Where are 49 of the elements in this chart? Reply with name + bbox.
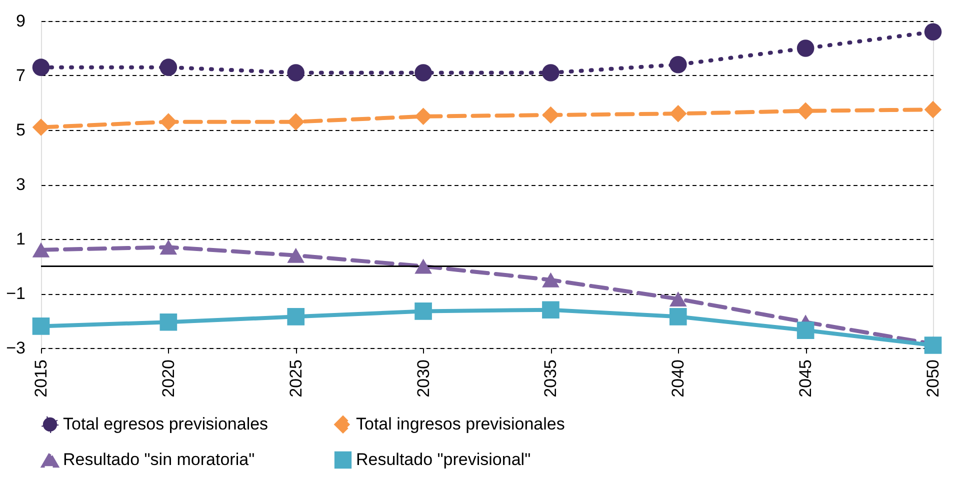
point <box>669 104 687 122</box>
point <box>287 113 305 130</box>
x-tick-label: 2040 <box>668 360 688 398</box>
point <box>32 242 50 258</box>
point <box>542 301 560 319</box>
point <box>32 118 50 136</box>
point <box>669 291 687 306</box>
point <box>669 308 687 326</box>
point <box>287 64 305 82</box>
point <box>924 100 942 118</box>
legend-label: Total egresos previsionales <box>63 414 268 434</box>
y-tick-label: −1 <box>6 284 26 303</box>
x-tick-label: 2035 <box>541 360 560 398</box>
x-tick-label: 2015 <box>32 360 50 398</box>
point <box>287 248 305 263</box>
point <box>796 40 814 57</box>
x-tick-label: 2020 <box>158 360 178 398</box>
point <box>796 322 814 339</box>
point <box>160 313 178 331</box>
point <box>287 308 305 326</box>
point <box>32 318 50 335</box>
x-tick-label: 2030 <box>414 360 433 398</box>
point <box>414 302 432 320</box>
x-tick-label: 2050 <box>924 360 942 398</box>
point <box>160 113 178 130</box>
y-tick-label: 5 <box>16 120 26 140</box>
point <box>669 56 687 74</box>
y-tick-label: 3 <box>16 175 26 194</box>
y-tick-label: 9 <box>16 12 26 30</box>
point <box>542 106 560 124</box>
y-tick-label: 7 <box>16 66 26 85</box>
point <box>796 102 814 120</box>
point <box>924 23 942 41</box>
y-tick-label: 1 <box>16 230 26 248</box>
point <box>160 58 178 76</box>
x-tick-label: 2045 <box>796 360 816 398</box>
y-tick-label: −3 <box>6 338 26 358</box>
point <box>542 64 560 82</box>
point <box>32 58 50 76</box>
legend-label: Resultado "previsional" <box>356 450 531 469</box>
point <box>160 240 178 255</box>
point <box>414 108 432 126</box>
point <box>414 64 432 82</box>
point <box>414 258 432 274</box>
x-tick-label: 2025 <box>286 360 306 398</box>
legend-label: Total ingresos previsionales <box>356 414 565 434</box>
point <box>924 336 942 354</box>
legend-label: Resultado "sin moratoria" <box>63 450 255 469</box>
point <box>542 272 560 288</box>
